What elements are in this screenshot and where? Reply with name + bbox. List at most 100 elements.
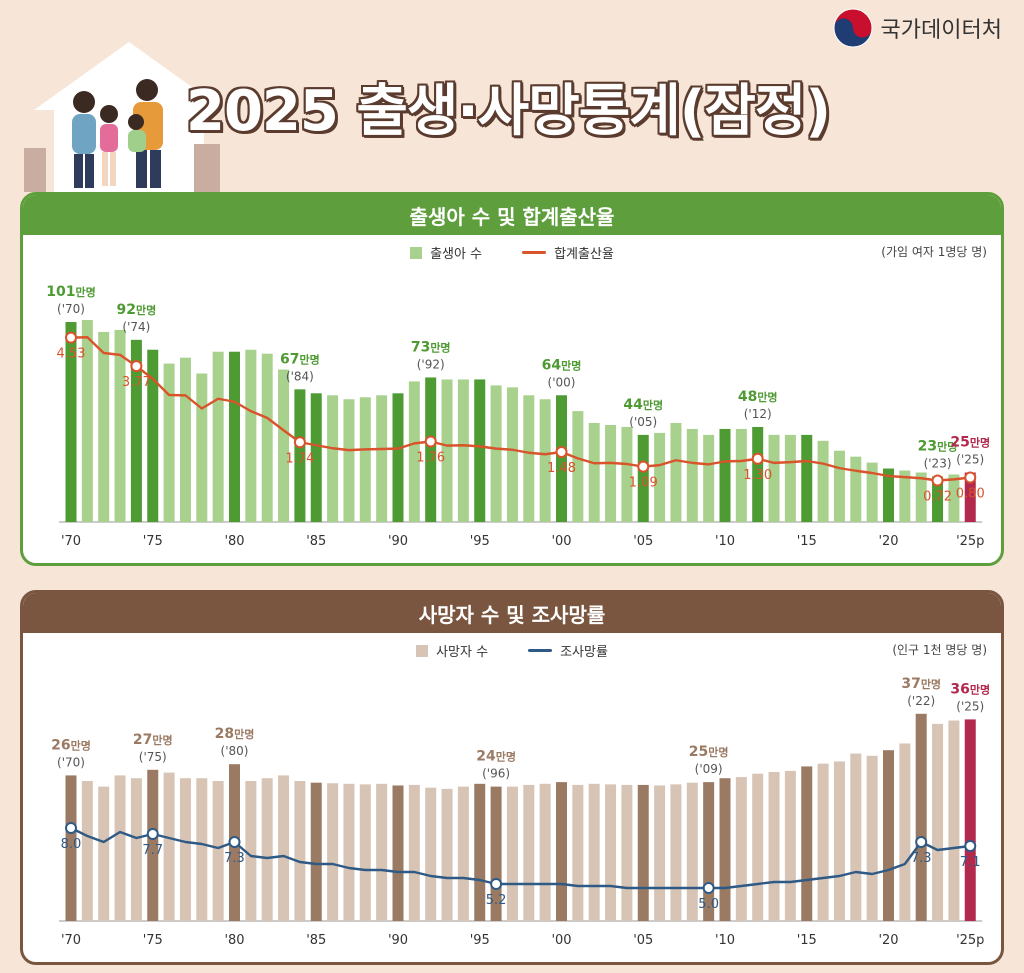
birth-bar-callout-2000: 64만명: [542, 357, 582, 373]
death-bar-2017: [833, 761, 845, 921]
birth-x-tick-7: '05: [633, 534, 653, 549]
birth-bar-callout-1984: 67만명: [280, 351, 320, 367]
death-bar-1973: [114, 775, 126, 921]
death-rate-label-1996: 5.2: [486, 893, 507, 908]
birth-bar-1989: [376, 395, 388, 522]
death-bar-callout-1970: 26만명: [51, 737, 91, 753]
death-bar-1974: [130, 778, 142, 921]
death-chart-panel: 사망자 수 및 조사망률 사망자 수 조사망률 (인구 1천 명당 명) 8.0…: [20, 590, 1004, 965]
birth-rate-label-1984: 1.74: [285, 451, 314, 466]
death-bar-1977: [179, 778, 191, 921]
death-bar-callout-1980: 28만명: [215, 726, 255, 742]
birth-bar-2004: [621, 426, 633, 522]
death-rate-label-2009: 5.0: [698, 897, 719, 912]
birth-x-tick-1: '75: [143, 534, 163, 549]
death-bar-2025: [964, 719, 976, 921]
birth-rate-label-2000: 1.48: [547, 461, 576, 476]
death-x-tick-7: '05: [633, 933, 653, 948]
birth-bar-1979: [212, 351, 224, 522]
birth-bar-callout-1992: 73만명: [411, 339, 451, 355]
death-bar-1981: [245, 781, 257, 921]
birth-bar-1978: [196, 373, 208, 522]
death-bar-callout-year-1970: ('70): [57, 755, 85, 769]
death-bar-2019: [866, 755, 878, 921]
birth-bar-1975: [147, 349, 159, 522]
birth-legend: 출생아 수 합계출산율: [23, 243, 1001, 262]
death-rate-marker-1980: [228, 836, 241, 848]
death-bar-1970: [65, 775, 77, 921]
birth-bar-2015: [801, 434, 813, 522]
death-bar-1997: [506, 786, 518, 921]
death-bar-callout-year-1975: ('75): [139, 750, 167, 764]
birth-bar-1985: [310, 393, 322, 522]
death-bar-2008: [686, 782, 698, 921]
birth-chart-header: 출생아 수 및 합계출산율: [23, 195, 1001, 235]
birth-bar-callout-year-1992: ('92): [417, 357, 445, 371]
death-bar-2023: [932, 723, 944, 921]
death-bar-2002: [588, 783, 600, 921]
death-bar-1998: [523, 784, 535, 921]
death-bar-1996: [490, 786, 502, 921]
birth-rate-marker-2025: [964, 471, 977, 484]
death-bar-1988: [359, 784, 371, 921]
death-x-tick-2: '80: [224, 933, 244, 948]
birth-bar-callout-year-1970: ('70): [57, 302, 85, 316]
death-bar-2014: [784, 770, 796, 921]
birth-bar-callout-2012: 48만명: [738, 389, 778, 405]
death-x-tick-3: '85: [306, 933, 326, 948]
death-bar-1972: [98, 786, 110, 921]
death-bar-2004: [621, 784, 633, 921]
birth-bar-callout-year-2025: ('25): [956, 453, 984, 467]
birth-legend-line: 합계출산율: [522, 243, 614, 262]
death-rate-label-1975: 7.7: [142, 843, 163, 858]
death-rate-marker-2009: [702, 882, 715, 894]
birth-bar-1994: [457, 379, 469, 522]
birth-bar-2017: [833, 450, 845, 522]
death-rate-marker-1996: [490, 878, 503, 890]
birth-bar-2020: [883, 468, 894, 522]
death-bar-callout-year-2025: ('25): [956, 699, 984, 713]
death-rate-label-1980: 7.3: [224, 851, 245, 866]
death-bar-2018: [850, 753, 862, 921]
death-bar-callout-year-1980: ('80): [221, 744, 249, 758]
birth-rate-marker-2005: [637, 460, 650, 473]
death-bar-callout-year-1996: ('96): [482, 767, 510, 781]
birth-bar-1987: [343, 399, 355, 522]
death-chart: 8.0 7.7 7.3 5.2 5.0 7.3 7.1 26만명 ('70) 27만명 ('75) 2…: [51, 676, 990, 948]
birth-bar-1977: [179, 357, 191, 522]
birth-bar-1992: [425, 377, 437, 522]
death-bar-2003: [605, 784, 617, 921]
birth-bar-2023: [932, 476, 944, 522]
birth-bar-2005: [637, 434, 649, 522]
birth-bar-2009: [703, 434, 715, 522]
birth-x-tick-10: '20: [878, 534, 898, 549]
death-bar-1982: [261, 778, 273, 921]
birth-bar-2013: [768, 434, 780, 522]
birth-bar-2018: [850, 456, 862, 522]
birth-rate-label-1970: 4.53: [57, 347, 86, 362]
birth-bar-1999: [539, 399, 551, 522]
birth-bar-1983: [278, 369, 290, 522]
death-rate-label-2025: 7.1: [960, 855, 981, 870]
birth-x-tick-4: '90: [388, 534, 408, 549]
birth-x-tick-5: '95: [470, 534, 490, 549]
birth-bar-1988: [359, 397, 371, 522]
birth-bar-1984: [294, 389, 306, 522]
death-bar-1999: [539, 783, 551, 921]
death-bar-callout-1996: 24만명: [476, 749, 516, 765]
death-bar-2001: [572, 784, 584, 921]
death-bar-1990: [392, 785, 404, 921]
birth-bar-2010: [719, 428, 731, 522]
birth-bar-callout-year-2023: ('23): [924, 456, 952, 470]
death-bar-2012: [752, 773, 764, 921]
birth-bar-1986: [327, 395, 339, 522]
death-bar-callout-2022: 37만명: [901, 676, 941, 692]
death-x-tick-1: '75: [143, 933, 163, 948]
birth-bar-1974: [130, 339, 142, 522]
death-bar-1991: [408, 784, 420, 921]
birth-bar-1980: [229, 351, 240, 522]
birth-bar-2025: [964, 472, 976, 522]
death-bar-1992: [425, 787, 437, 921]
death-bar-1976: [163, 772, 175, 921]
birth-bar-2000: [556, 395, 567, 522]
